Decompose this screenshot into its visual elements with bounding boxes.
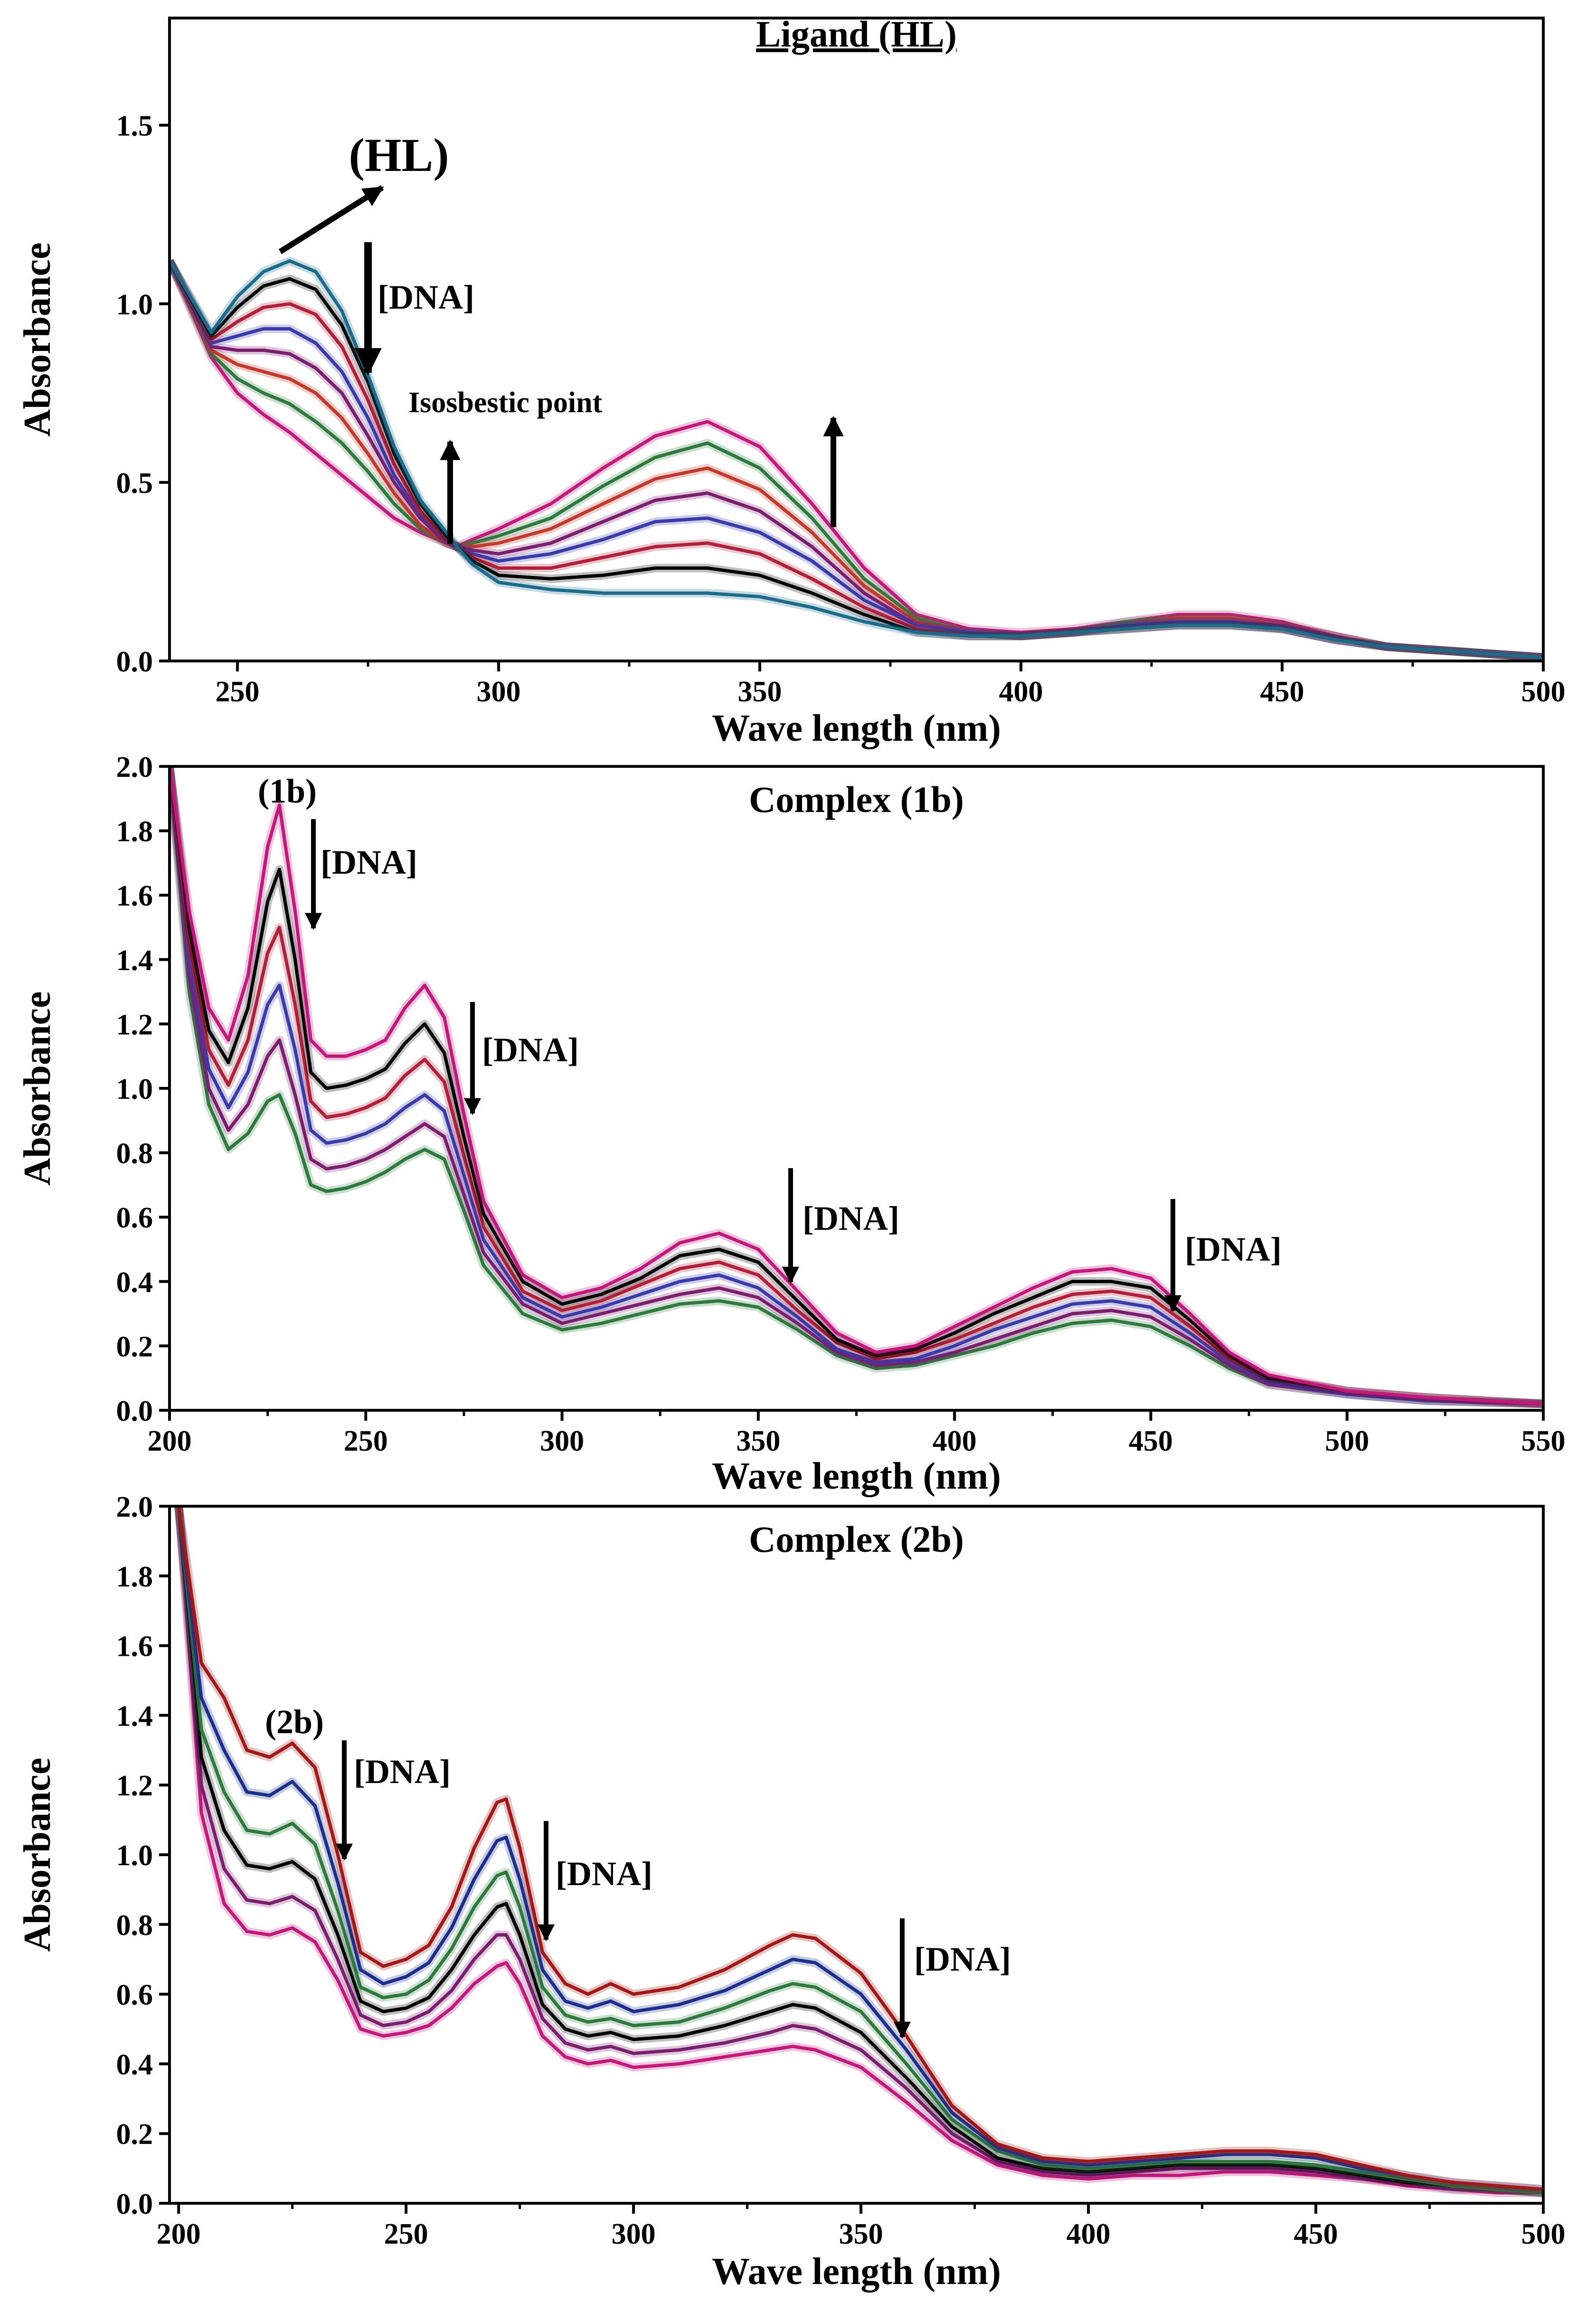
y-tick-label: 0.2 <box>116 2118 153 2151</box>
compound-label: (HL) <box>349 129 449 181</box>
x-tick-label: 400 <box>933 1425 977 1457</box>
series-line-8 <box>170 260 1543 659</box>
x-tick-label: 250 <box>344 1425 388 1457</box>
y-tick-label: 1.4 <box>116 944 153 977</box>
dna-label: [DNA] <box>914 1940 1011 1978</box>
y-tick-label: 0.2 <box>116 1331 153 1363</box>
y-tick-label: 0.4 <box>116 1266 153 1299</box>
dna-label: [DNA] <box>803 1199 899 1237</box>
series-line-4 <box>177 1506 1543 2195</box>
x-tick-label: 350 <box>839 2218 883 2250</box>
y-tick-label: 1.4 <box>116 1700 153 1732</box>
chart-panel-1: 250 300 350 400 450 500 0.0 0.5 1.0 1.5 Wave lengt… <box>17 13 1566 749</box>
annotation-arrow <box>278 185 384 255</box>
panel-title-part: Ligand <box>756 13 869 55</box>
series-line-6 <box>170 260 1543 659</box>
panel-title-part: (HL) <box>869 13 957 55</box>
series-line-4 <box>170 766 1543 1406</box>
x-tick-label: 300 <box>540 1425 584 1457</box>
x-tick-label: 200 <box>148 1425 192 1457</box>
y-tick-label: 1.8 <box>116 1561 153 1593</box>
y-tick-label: 1.2 <box>116 1009 153 1041</box>
dna-label: [DNA] <box>378 278 474 316</box>
y-tick-label: 0.6 <box>116 1979 153 2011</box>
y-tick-label: 0.0 <box>116 646 153 678</box>
compound-label: (2b) <box>265 1703 324 1741</box>
y-axis-title: Absorbance <box>17 1758 58 1952</box>
x-tick-label: 500 <box>1325 1425 1369 1457</box>
series-line-5 <box>170 260 1543 659</box>
x-axis-title: Wave length (nm) <box>712 1455 1001 1497</box>
x-tick-label: 200 <box>157 2218 201 2250</box>
y-tick-label: 1.6 <box>116 880 153 912</box>
x-tick-label: 500 <box>1521 676 1566 708</box>
chart-panel-2: 200 250 300 350 400 450 500 550 0.0 0.2 0.4 0.6 0.8 1… <box>17 751 1566 1497</box>
dna-label: [DNA] <box>556 1855 652 1893</box>
x-tick-label: 250 <box>216 676 260 708</box>
x-axis-title: Wave length (nm) <box>712 2251 1001 2293</box>
x-tick-label: 300 <box>477 676 521 708</box>
dna-label: [DNA] <box>354 1753 451 1791</box>
y-tick-label: 0.8 <box>116 1138 153 1170</box>
x-tick-label: 450 <box>1260 676 1304 708</box>
dna-label: [DNA] <box>321 843 417 881</box>
y-axis-title: Absorbance <box>17 991 58 1186</box>
series-group <box>170 256 1543 661</box>
x-tick-label: 250 <box>384 2218 428 2250</box>
series-line-3 <box>177 1506 1543 2195</box>
x-tick-label: 350 <box>736 1425 780 1457</box>
y-tick-label: 2.0 <box>116 751 153 783</box>
series-line-1 <box>170 259 1543 659</box>
series-line-2 <box>170 766 1543 1406</box>
series-line-1 <box>177 1506 1543 2191</box>
panel-title: Complex (2b) <box>749 1519 964 1560</box>
panel-title: Complex (1b) <box>749 779 964 820</box>
x-tick-label: 400 <box>999 676 1043 708</box>
y-tick-label: 2.0 <box>116 1491 153 1523</box>
series-group <box>174 1506 1543 2197</box>
series-line-2 <box>177 1506 1543 2191</box>
y-tick-label: 0.0 <box>116 2188 153 2220</box>
isosbestic-label: Isosbestic point <box>408 387 603 419</box>
x-tick-label: 500 <box>1521 2218 1566 2250</box>
x-axis-title: Wave length (nm) <box>712 708 1001 749</box>
y-tick-label: 1.8 <box>116 816 153 848</box>
series-line-5 <box>170 766 1543 1406</box>
compound-label: (1b) <box>258 772 317 810</box>
y-tick-label: 0.6 <box>116 1202 153 1234</box>
dna-label: [DNA] <box>1185 1230 1282 1268</box>
y-tick-label: 1.2 <box>116 1770 153 1802</box>
y-tick-label: 1.6 <box>116 1631 153 1663</box>
x-tick-label: 300 <box>612 2218 656 2250</box>
x-tick-label: 400 <box>1067 2218 1111 2250</box>
series-line-4 <box>170 260 1543 659</box>
y-tick-label: 1.0 <box>116 1840 153 1872</box>
series-group <box>170 766 1543 1408</box>
x-tick-label: 350 <box>738 676 782 708</box>
dna-label: [DNA] <box>482 1031 579 1069</box>
series-line-5 <box>177 1506 1543 2195</box>
x-tick-label: 450 <box>1129 1425 1173 1457</box>
y-tick-label: 1.5 <box>116 110 153 142</box>
y-tick-label: 1.0 <box>116 1073 153 1105</box>
plot-frame <box>168 17 1545 662</box>
series-line-6 <box>170 766 1543 1406</box>
y-tick-label: 1.0 <box>116 289 153 321</box>
series-line-3 <box>170 766 1543 1406</box>
x-tick-label: 450 <box>1294 2218 1338 2250</box>
y-axis-title: Absorbance <box>17 243 58 437</box>
y-tick-label: 0.0 <box>116 1395 153 1427</box>
plot-frame <box>168 1505 1545 2205</box>
panel-title: Ligand (HL) <box>756 13 957 55</box>
y-tick-label: 0.8 <box>116 1909 153 1942</box>
x-tick-label: 550 <box>1521 1425 1566 1457</box>
chart-panel-3: 200 250 300 350 400 450 500 0.0 0.2 0.4 0.6 0.8 1.0 1… <box>17 1491 1566 2293</box>
series-line-6 <box>177 1506 1543 2195</box>
series-line-1 <box>170 766 1543 1406</box>
y-tick-label: 0.4 <box>116 2048 153 2081</box>
y-tick-label: 0.5 <box>116 467 153 500</box>
